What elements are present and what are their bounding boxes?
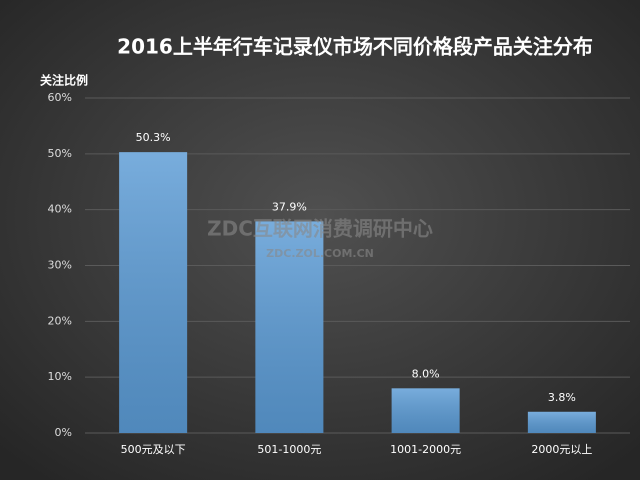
- data-label: 50.3%: [136, 131, 171, 144]
- plot-area: 0% 10% 20% 30% 40% 50% 60% 500元及以下 50.3% 501-1000…: [48, 91, 630, 456]
- chart-title: 2016上半年行车记录仪市场不同价格段产品关注分布: [117, 35, 593, 59]
- watermark-url: ZDC.ZOL.COM.CN: [266, 247, 374, 260]
- y-tick-label: 60%: [48, 91, 72, 104]
- y-tick-label: 40%: [48, 203, 72, 216]
- y-tick-label: 0%: [55, 426, 72, 439]
- y-tick-label: 10%: [48, 370, 72, 383]
- y-tick-label: 50%: [48, 147, 72, 160]
- x-tick-label: 501-1000元: [257, 443, 321, 456]
- bar-shade: [255, 221, 324, 433]
- bar-shade: [119, 152, 188, 434]
- y-axis-label: 关注比例: [40, 73, 88, 88]
- data-label: 8.0%: [412, 367, 440, 380]
- watermark: ZDC互联网消费调研中心: [207, 217, 433, 241]
- y-tick-label: 30%: [48, 259, 72, 272]
- data-label: 37.9%: [272, 200, 307, 213]
- bar-shade: [527, 411, 596, 433]
- x-tick-label: 2000元以上: [531, 443, 592, 456]
- x-tick-label: 1001-2000元: [390, 443, 461, 456]
- data-label: 3.8%: [548, 391, 576, 404]
- bar-shade: [391, 388, 460, 433]
- y-tick-label: 20%: [48, 314, 72, 327]
- x-tick-label: 500元及以下: [121, 443, 186, 456]
